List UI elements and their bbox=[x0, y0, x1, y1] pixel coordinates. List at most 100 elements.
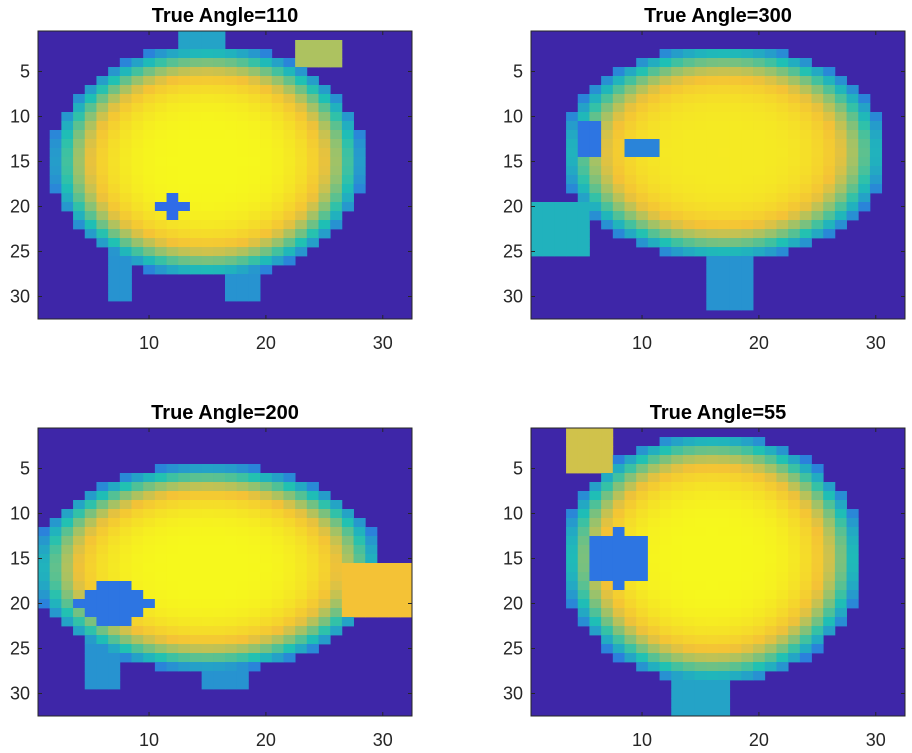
heatmap-cell bbox=[131, 94, 144, 104]
heatmap-cell bbox=[225, 635, 238, 645]
heatmap-cell bbox=[225, 671, 238, 681]
heatmap-cell bbox=[341, 184, 354, 194]
heatmap-cell bbox=[776, 193, 789, 203]
heatmap-cell bbox=[178, 464, 191, 474]
heatmap-cell bbox=[318, 49, 331, 59]
heatmap-cell bbox=[788, 157, 801, 167]
heatmap-cell bbox=[729, 121, 742, 131]
heatmap-cell bbox=[236, 635, 249, 645]
heatmap-cell bbox=[671, 220, 684, 230]
heatmap-cell bbox=[283, 148, 296, 158]
heatmap-cell bbox=[718, 175, 731, 185]
heatmap-cell bbox=[694, 581, 707, 591]
heatmap-cell bbox=[131, 554, 144, 564]
heatmap-cell bbox=[108, 184, 121, 194]
heatmap-cell bbox=[718, 49, 731, 59]
heatmap-cell bbox=[624, 572, 637, 582]
heatmap-cell bbox=[823, 148, 836, 158]
heatmap-cell bbox=[811, 148, 824, 158]
heatmap-cell bbox=[729, 482, 742, 492]
heatmap-cell bbox=[143, 139, 156, 149]
heatmap-cell bbox=[846, 554, 859, 564]
heatmap-cell bbox=[636, 193, 649, 203]
heatmap-cell bbox=[741, 437, 754, 447]
heatmap-cells bbox=[531, 428, 905, 717]
heatmap-cell bbox=[624, 653, 637, 663]
heatmap-cell bbox=[682, 67, 696, 77]
heatmap-cell bbox=[718, 256, 731, 266]
heatmap-cell bbox=[283, 617, 296, 627]
heatmap-cell bbox=[213, 175, 226, 185]
axes-box bbox=[37, 427, 413, 717]
heatmap-cell bbox=[718, 229, 731, 239]
heatmap-cell bbox=[776, 581, 789, 591]
heatmap-cell bbox=[225, 94, 238, 104]
heatmap-cell bbox=[61, 608, 74, 618]
heatmap-cell bbox=[283, 229, 296, 239]
heatmap-cell bbox=[811, 473, 824, 483]
heatmap-cell bbox=[248, 202, 261, 212]
heatmap-cell bbox=[341, 617, 354, 627]
heatmap-cell bbox=[577, 229, 590, 239]
heatmap-cell bbox=[143, 175, 156, 185]
heatmap-cell bbox=[718, 220, 731, 230]
heatmap-cell bbox=[260, 509, 273, 519]
heatmap-cell bbox=[799, 626, 812, 636]
heatmap-cell bbox=[96, 644, 109, 654]
heatmap-cell bbox=[260, 238, 273, 248]
heatmap-cell bbox=[554, 247, 567, 257]
heatmap-cell bbox=[589, 103, 602, 113]
heatmap-cell bbox=[283, 85, 296, 95]
heatmap-cell bbox=[283, 653, 296, 663]
heatmap-cell bbox=[647, 662, 660, 672]
heatmap-cell bbox=[283, 76, 296, 86]
heatmap-cell bbox=[154, 608, 167, 618]
heatmap-cell bbox=[189, 76, 203, 86]
axes-box bbox=[530, 427, 906, 717]
heatmap-cell bbox=[706, 247, 719, 257]
heatmap-cell bbox=[682, 130, 696, 140]
heatmap-cell bbox=[189, 599, 203, 609]
heatmap-cell bbox=[178, 202, 191, 212]
heatmap-cell bbox=[682, 184, 696, 194]
heatmap-cell bbox=[283, 599, 296, 609]
heatmap-cell bbox=[353, 590, 366, 600]
heatmap-cell bbox=[659, 58, 672, 68]
heatmap-cell bbox=[823, 229, 836, 239]
heatmap-cell bbox=[306, 527, 319, 537]
heatmap-cell bbox=[811, 103, 824, 113]
heatmap-cell bbox=[753, 581, 766, 591]
heatmap-cell bbox=[96, 635, 109, 645]
heatmap-cell bbox=[799, 103, 812, 113]
heatmap-cell bbox=[869, 184, 883, 194]
heatmap-cell bbox=[671, 644, 684, 654]
heatmap-cell bbox=[376, 599, 390, 609]
heatmap-cell bbox=[799, 220, 812, 230]
heatmap-cell bbox=[295, 103, 308, 113]
heatmap-cell bbox=[61, 563, 74, 573]
heatmap-cell bbox=[799, 518, 812, 528]
heatmap-cell bbox=[166, 166, 179, 176]
subplot-title: True Angle=55 bbox=[650, 402, 787, 424]
heatmap-cell bbox=[166, 211, 179, 221]
heatmap-cell bbox=[799, 581, 812, 591]
heatmap-cell bbox=[166, 49, 179, 59]
heatmap-cell bbox=[271, 85, 284, 95]
heatmap-cell bbox=[96, 617, 109, 627]
heatmap-cell bbox=[225, 85, 238, 95]
heatmap-cell bbox=[189, 482, 203, 492]
heatmap-cell bbox=[566, 545, 579, 555]
heatmap-cell bbox=[764, 157, 777, 167]
heatmap-cell bbox=[647, 446, 660, 456]
heatmap-cell bbox=[341, 112, 354, 122]
heatmap-cell bbox=[788, 491, 801, 501]
heatmap-cell bbox=[295, 599, 308, 609]
heatmap-cell bbox=[131, 175, 144, 185]
heatmap-cell bbox=[108, 599, 121, 609]
heatmap-cell bbox=[178, 238, 191, 248]
heatmap-cell bbox=[166, 653, 179, 663]
heatmap-cell bbox=[306, 58, 319, 68]
heatmap-cell bbox=[201, 644, 214, 654]
heatmap-cell bbox=[612, 455, 625, 465]
heatmap-cell bbox=[131, 58, 144, 68]
